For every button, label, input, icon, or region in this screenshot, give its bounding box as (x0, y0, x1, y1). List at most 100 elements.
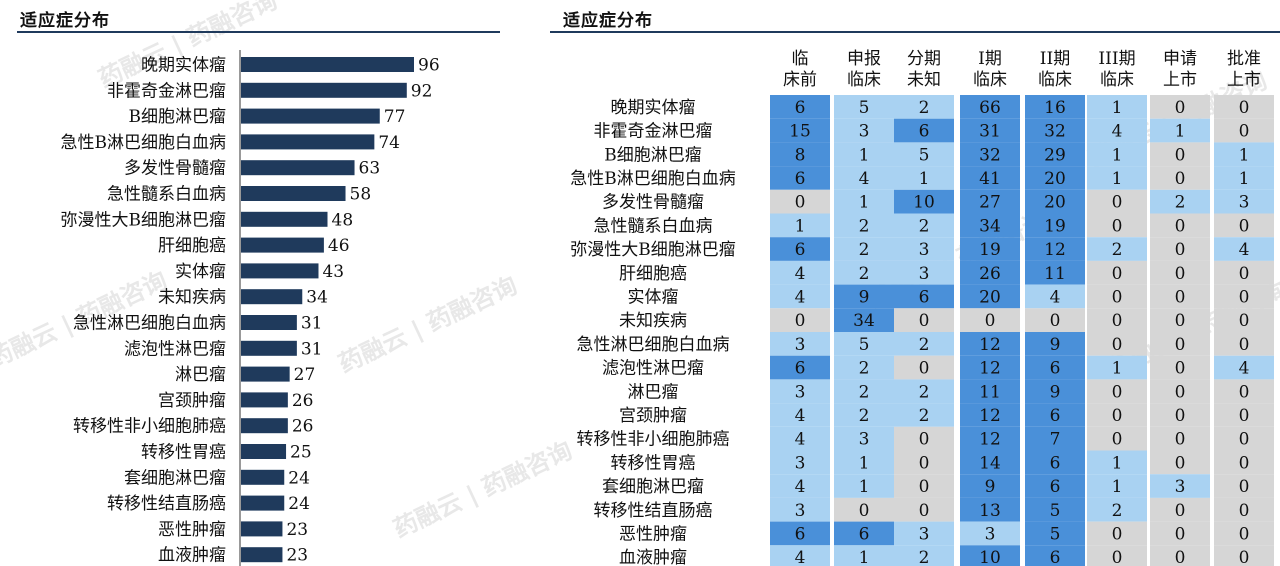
table-cell (1150, 166, 1210, 190)
table-cell-value: 0 (1175, 453, 1186, 473)
table-cell-value: 12 (979, 359, 1001, 379)
table-cell (1214, 189, 1274, 214)
table-row-label: 实体瘤 (628, 287, 679, 307)
table-cell-value: 3 (1239, 193, 1250, 213)
bar-value-label: 24 (288, 494, 310, 514)
table-cell-value: 0 (1112, 430, 1123, 450)
bar-value-label: 27 (294, 365, 316, 385)
table-cell-value: 29 (1044, 145, 1066, 165)
table-cell-value: 0 (1239, 264, 1250, 284)
table-row-label: 弥漫性大B细胞淋巴瘤 (570, 240, 736, 260)
table-cell (1150, 426, 1210, 451)
table-cell (960, 426, 1020, 451)
table-cell-value: 0 (1239, 382, 1250, 402)
table-cell-value: 0 (1175, 335, 1186, 355)
bar-category-label: 血液肿瘤 (158, 546, 226, 566)
table-cell-value: 0 (1239, 548, 1250, 566)
table-cell (1214, 95, 1274, 119)
table-cell-value: 1 (1112, 477, 1123, 497)
table-cell-value: 2 (919, 548, 930, 566)
table-cell (960, 497, 1020, 522)
table-cell (1214, 332, 1274, 356)
table-cell (1150, 189, 1210, 214)
table-cell (1214, 237, 1274, 261)
bar-category-label: 肝细胞癌 (158, 236, 226, 256)
table-cell (834, 379, 894, 404)
bar (241, 469, 285, 485)
table-cell (1150, 118, 1210, 143)
table-row-label: 急性B淋巴细胞白血病 (570, 169, 736, 189)
table-cell (960, 403, 1020, 427)
table-cell-value: 0 (795, 311, 806, 331)
table-cell (1025, 213, 1085, 238)
table-cell-value: 6 (1050, 406, 1061, 426)
stage-column-header: II期临床 (1038, 49, 1072, 90)
table-row-label: 多发性骨髓瘤 (602, 193, 704, 213)
table-cell (960, 379, 1020, 404)
bar-value-label: 92 (411, 81, 433, 101)
table-cell (1150, 355, 1210, 380)
table-cell (834, 95, 894, 119)
table-cell-value: 0 (1175, 548, 1186, 566)
table-cell-value: 5 (859, 98, 870, 118)
table-cell-value: 6 (919, 287, 930, 307)
table-cell-value: 0 (1239, 122, 1250, 142)
table-cell (1025, 474, 1085, 498)
stage-column-header: 申报临床 (847, 49, 881, 90)
table-cell (770, 166, 830, 190)
bar-category-label: 急性淋巴细胞白血病 (73, 314, 226, 334)
bar-category-label: 晚期实体瘤 (141, 56, 226, 76)
table-cell-value: 4 (795, 548, 806, 566)
table-cell (1025, 260, 1085, 285)
table-cell (894, 403, 954, 427)
table-cell-value: 0 (1112, 548, 1123, 566)
table-cell-value: 2 (859, 240, 870, 260)
table-cell-value: 26 (979, 264, 1001, 284)
table-row-label: 晚期实体瘤 (611, 98, 696, 118)
table-cell-value: 0 (919, 501, 930, 521)
table-cell-value: 12 (979, 335, 1001, 355)
bar (241, 211, 328, 227)
table-cell (1087, 497, 1147, 522)
table-cell-value: 3 (919, 264, 930, 284)
bar (241, 521, 283, 537)
bar (241, 315, 297, 330)
table-cell (960, 521, 1020, 546)
table-cell (834, 426, 894, 451)
table-cell (1150, 213, 1210, 238)
table-cell (1025, 166, 1085, 190)
table-cell (1087, 450, 1147, 475)
bar-value-label: 43 (322, 262, 344, 282)
table-cell (1214, 450, 1274, 475)
table-cell (1150, 497, 1210, 522)
table-cell (770, 545, 830, 566)
table-cell (1025, 545, 1085, 566)
table-cell (894, 379, 954, 404)
table-cell (1025, 379, 1085, 404)
table-cell (894, 545, 954, 566)
table-cell-value: 1 (859, 477, 870, 497)
table-cell (1214, 142, 1274, 167)
bar (241, 392, 288, 408)
table-cell (770, 474, 830, 498)
table-cell-value: 9 (985, 477, 996, 497)
table-cell-value: 2 (859, 216, 870, 236)
table-cell-value: 3 (795, 453, 806, 473)
table-cell (894, 95, 954, 119)
table-row-label: B细胞淋巴瘤 (604, 145, 702, 165)
table-cell (894, 450, 954, 475)
table-cell-value: 0 (1112, 287, 1123, 307)
table-cell (770, 426, 830, 451)
table-cell (1087, 474, 1147, 498)
table-cell-value: 2 (919, 98, 930, 118)
bar-category-label: 套细胞淋巴瘤 (124, 468, 226, 488)
table-cell-value: 0 (1175, 169, 1186, 189)
table-cell (1087, 260, 1147, 285)
table-cell (894, 213, 954, 238)
table-cell (834, 166, 894, 190)
table-cell (1087, 332, 1147, 356)
table-cell-value: 2 (1175, 193, 1186, 213)
table-cell-value: 4 (795, 477, 806, 497)
table-row-label: 滤泡性淋巴瘤 (602, 359, 704, 379)
table-cell-value: 9 (859, 287, 870, 307)
